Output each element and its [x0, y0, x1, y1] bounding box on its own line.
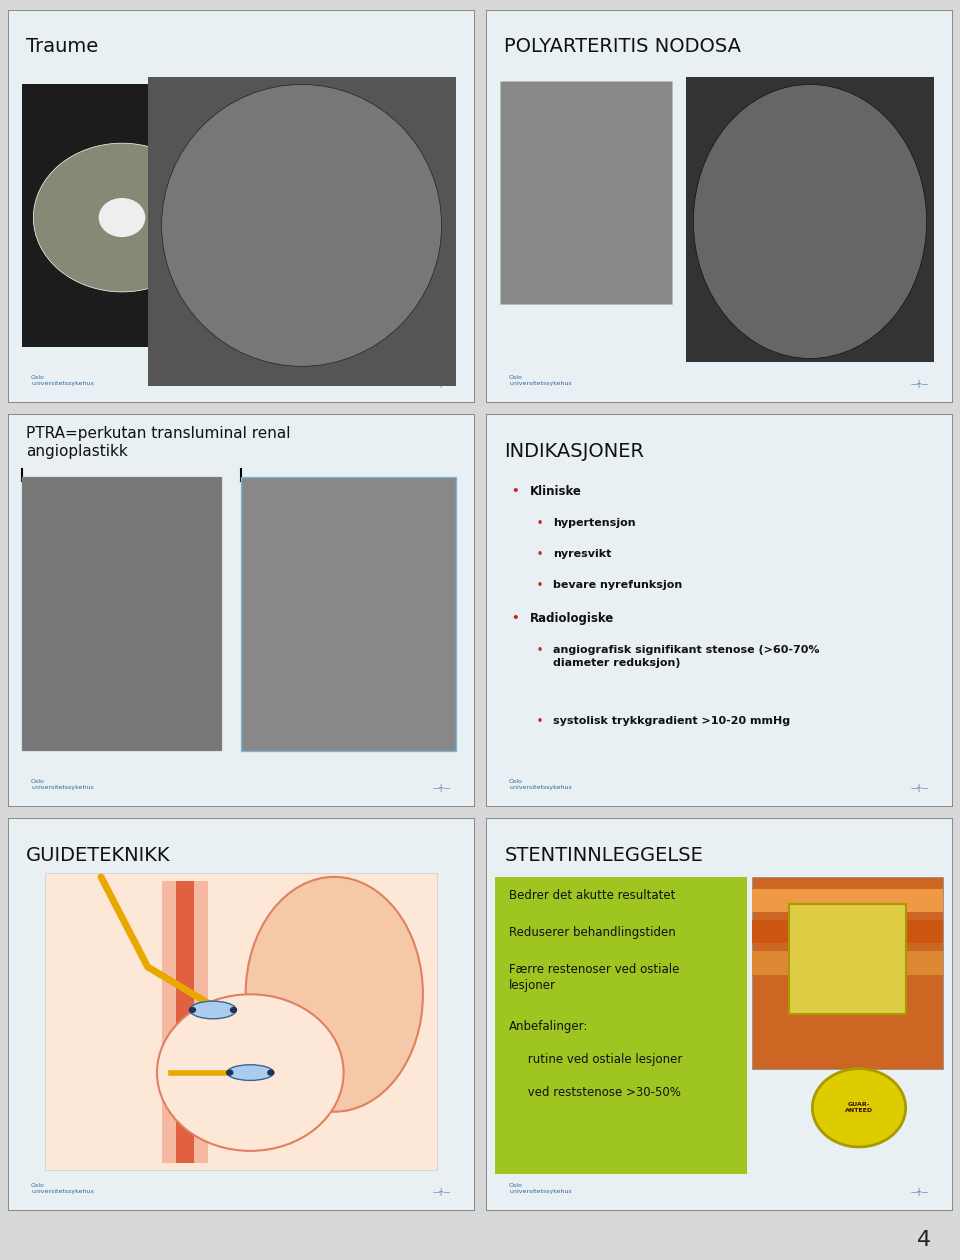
Text: Oslo
universitetssykehus: Oslo universitetssykehus — [509, 779, 572, 790]
FancyBboxPatch shape — [752, 877, 943, 1068]
Ellipse shape — [693, 84, 926, 358]
Text: Oslo
universitetssykehus: Oslo universitetssykehus — [509, 1183, 572, 1194]
Text: Anbefalinger:: Anbefalinger: — [509, 1019, 588, 1033]
Text: POLYARTERITIS NODOSA: POLYARTERITIS NODOSA — [504, 38, 741, 57]
Text: INDIKASJONER: INDIKASJONER — [504, 441, 644, 460]
FancyBboxPatch shape — [194, 1008, 297, 1014]
Text: •: • — [537, 549, 543, 559]
Text: —┼—: —┼— — [432, 1188, 450, 1196]
FancyBboxPatch shape — [500, 81, 672, 304]
Text: Oslo
universitetssykehus: Oslo universitetssykehus — [31, 1183, 94, 1194]
Text: Radiologiske: Radiologiske — [530, 612, 614, 625]
Text: •: • — [537, 518, 543, 528]
Ellipse shape — [190, 1002, 236, 1019]
Text: Oslo
universitetssykehus: Oslo universitetssykehus — [31, 779, 94, 790]
Ellipse shape — [227, 1065, 274, 1080]
FancyBboxPatch shape — [45, 873, 437, 1171]
Text: hypertensjon: hypertensjon — [553, 518, 636, 528]
FancyBboxPatch shape — [686, 77, 934, 363]
Text: 4: 4 — [917, 1230, 931, 1250]
Text: Bedrer det akutte resultatet: Bedrer det akutte resultatet — [509, 888, 676, 902]
Text: GUAR-
ANTEED: GUAR- ANTEED — [845, 1102, 873, 1114]
Circle shape — [226, 1070, 233, 1076]
FancyBboxPatch shape — [176, 881, 194, 1163]
FancyBboxPatch shape — [22, 476, 223, 751]
Text: Traume: Traume — [26, 38, 99, 57]
Circle shape — [157, 994, 344, 1150]
FancyBboxPatch shape — [241, 476, 456, 751]
FancyBboxPatch shape — [148, 77, 456, 386]
Text: •: • — [537, 645, 543, 655]
Ellipse shape — [246, 877, 423, 1111]
Circle shape — [99, 198, 145, 237]
Text: Kliniske: Kliniske — [530, 485, 582, 498]
Text: nyresvikt: nyresvikt — [553, 549, 612, 559]
FancyBboxPatch shape — [194, 1005, 297, 1016]
FancyBboxPatch shape — [752, 951, 943, 975]
Text: angiografisk signifikant stenose (>60-70%
diameter reduksjon): angiografisk signifikant stenose (>60-70… — [553, 645, 820, 668]
FancyBboxPatch shape — [161, 881, 208, 1163]
Text: —┼—: —┼— — [910, 784, 928, 791]
Text: ved reststenose >30-50%: ved reststenose >30-50% — [509, 1086, 681, 1099]
Text: —┼—: —┼— — [910, 1188, 928, 1196]
Text: STENTINNLEGGELSE: STENTINNLEGGELSE — [504, 845, 704, 864]
FancyBboxPatch shape — [22, 84, 223, 347]
Text: Reduserer behandlingstiden: Reduserer behandlingstiden — [509, 926, 676, 939]
Text: •: • — [512, 612, 519, 625]
Text: —┼—: —┼— — [432, 379, 450, 388]
Text: GUIDETEKNIKK: GUIDETEKNIKK — [26, 845, 171, 864]
Ellipse shape — [161, 84, 442, 367]
Text: •: • — [537, 716, 543, 726]
Text: PTRA=perkutan transluminal renal
angioplastikk: PTRA=perkutan transluminal renal angiopl… — [26, 426, 291, 460]
Text: Oslo
universitetssykehus: Oslo universitetssykehus — [509, 375, 572, 386]
FancyBboxPatch shape — [752, 888, 943, 912]
Text: Oslo
universitetssykehus: Oslo universitetssykehus — [31, 375, 94, 386]
Text: •: • — [512, 485, 519, 498]
FancyBboxPatch shape — [789, 905, 905, 1014]
Text: —┼—: —┼— — [910, 379, 928, 388]
Circle shape — [229, 1007, 237, 1013]
FancyBboxPatch shape — [495, 877, 747, 1174]
Text: —┼—: —┼— — [432, 784, 450, 791]
Circle shape — [812, 1068, 905, 1147]
Text: Færre restenoser ved ostiale
lesjoner: Færre restenoser ved ostiale lesjoner — [509, 963, 680, 993]
Text: •: • — [537, 581, 543, 591]
Circle shape — [189, 1007, 196, 1013]
Text: systolisk trykkgradient >10-20 mmHg: systolisk trykkgradient >10-20 mmHg — [553, 716, 790, 726]
Circle shape — [267, 1070, 275, 1076]
Circle shape — [34, 144, 210, 292]
Text: rutine ved ostiale lesjoner: rutine ved ostiale lesjoner — [509, 1053, 683, 1066]
Text: bevare nyrefunksjon: bevare nyrefunksjon — [553, 581, 683, 591]
FancyBboxPatch shape — [752, 920, 943, 944]
